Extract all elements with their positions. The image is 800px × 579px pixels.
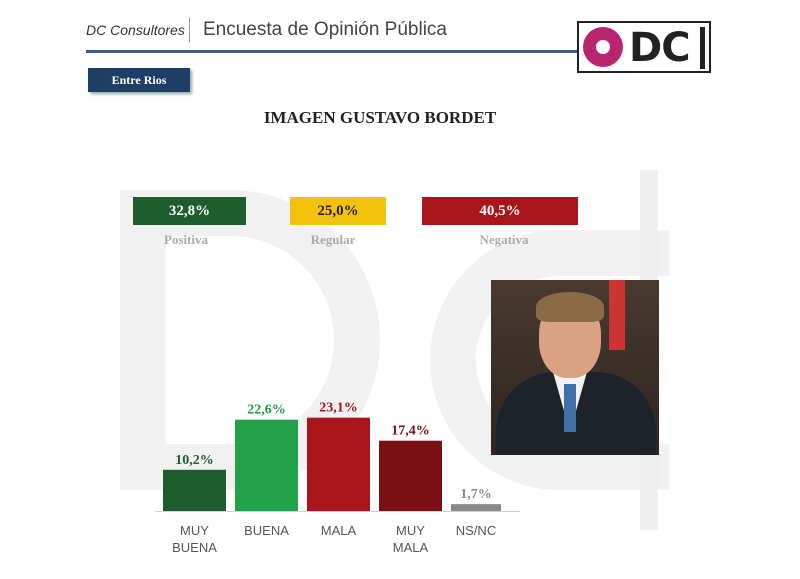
bar-4 xyxy=(451,504,501,511)
logo-bar-icon xyxy=(700,27,705,69)
bar-0 xyxy=(163,469,226,511)
flag-shape xyxy=(609,280,625,350)
bar-value-label-4: 1,7% xyxy=(460,487,492,502)
summary-negative-label: Negativa xyxy=(479,232,529,247)
politician-photo xyxy=(491,280,659,455)
logo-circle-icon xyxy=(583,27,623,67)
bar-3 xyxy=(379,440,442,511)
hair-shape xyxy=(536,292,604,322)
header-separator xyxy=(189,18,190,42)
region-badge: Entre Rios xyxy=(88,68,190,92)
survey-title: Encuesta de Opinión Pública xyxy=(203,19,447,40)
bar-2 xyxy=(307,417,370,511)
category-label-3-1: MALA xyxy=(393,540,429,555)
chart-title: IMAGEN GUSTAVO BORDET xyxy=(263,108,497,127)
category-label-1-0: BUENA xyxy=(244,523,289,538)
logo-text: DC xyxy=(629,25,691,71)
dc-logo: DC xyxy=(577,21,711,73)
bar-value-label-0: 10,2% xyxy=(175,453,214,468)
header-underline xyxy=(86,50,580,53)
category-label-2-0: MALA xyxy=(321,523,357,538)
bar-1 xyxy=(235,419,298,511)
bar-value-label-2: 23,1% xyxy=(319,401,358,416)
category-label-0-1: BUENA xyxy=(172,540,217,555)
bar-value-label-1: 22,6% xyxy=(247,403,286,418)
summary-positive-label: Positiva xyxy=(163,232,209,247)
bar-value-label-3: 17,4% xyxy=(391,424,430,439)
summary-negative-box: 40,5% xyxy=(422,197,578,225)
summary-regular-box: 25,0% xyxy=(290,197,386,225)
category-label-3-0: MUY xyxy=(396,523,425,538)
tie-shape xyxy=(564,384,576,432)
category-label-4-0: NS/NC xyxy=(456,523,496,538)
summary-positive-box: 32,8% xyxy=(133,197,246,225)
brand-name: DC Consultores xyxy=(86,22,185,38)
category-label-0-0: MUY xyxy=(180,523,209,538)
summary-regular-label: Regular xyxy=(310,232,356,247)
